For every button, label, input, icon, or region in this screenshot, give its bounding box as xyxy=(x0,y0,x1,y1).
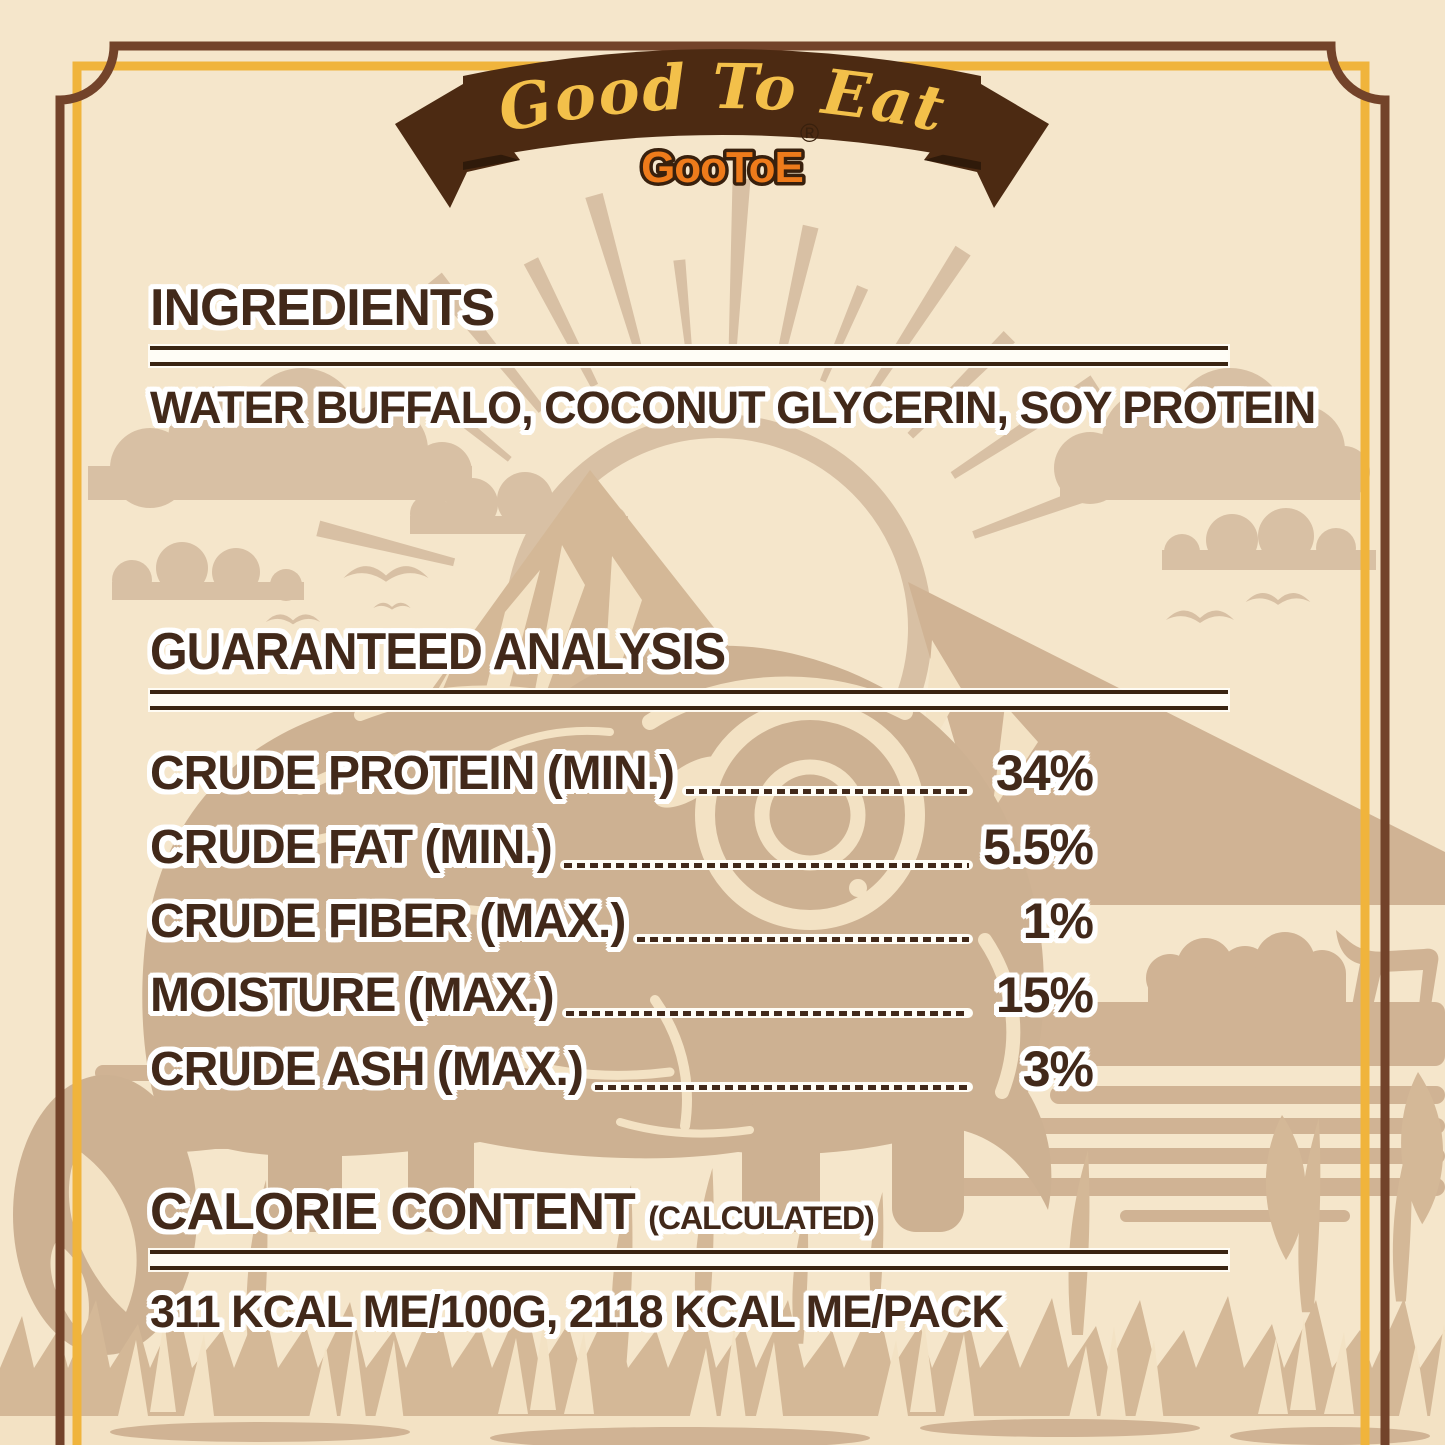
heading-divider xyxy=(150,1250,1228,1270)
calorie-content-section: CALORIE CONTENT (CALCULATED) 311 KCAL ME… xyxy=(150,1186,1230,1335)
ingredients-value: WATER BUFFALO, COCONUT GLYCERIN, SOY PRO… xyxy=(150,382,1316,433)
corner-flourish xyxy=(1313,41,1331,52)
analysis-row: CRUDE FAT (MIN.) 5.5% xyxy=(150,798,1094,875)
analysis-row-value: 3% xyxy=(1022,1041,1094,1097)
analysis-row-label: MOISTURE (MAX.) xyxy=(150,969,555,1022)
calories-value: 311 KCAL ME/100G, 2118 KCAL ME/PACK xyxy=(150,1286,1004,1337)
brand-logo: GooToE xyxy=(641,143,803,192)
analysis-row-value: 5.5% xyxy=(983,819,1094,875)
dotted-leader xyxy=(559,860,973,870)
analysis-row-value: 1% xyxy=(1022,893,1094,949)
analysis-row-value: 34% xyxy=(995,745,1094,801)
calories-heading: CALORIE CONTENT (CALCULATED) xyxy=(150,1186,1230,1238)
heading-divider xyxy=(150,690,1228,710)
analysis-table: CRUDE PROTEIN (MIN.) 34% CRUDE FAT (MIN.… xyxy=(150,724,1094,1097)
guaranteed-analysis-section: GUARANTEED ANALYSIS CRUDE PROTEIN (MIN.)… xyxy=(150,626,1230,1094)
registered-trademark-icon: ® xyxy=(800,118,819,148)
heading-divider xyxy=(150,346,1228,366)
analysis-row: CRUDE ASH (MAX.) 3% xyxy=(150,1020,1094,1097)
analysis-row-label: CRUDE FAT (MIN.) xyxy=(150,821,553,874)
dotted-leader xyxy=(590,1082,973,1092)
calories-qualifier: (CALCULATED) xyxy=(648,1200,875,1236)
dotted-leader xyxy=(681,786,973,796)
brand-banner: Good To Eat GooToE ® xyxy=(395,49,1049,208)
corner-flourish xyxy=(114,41,132,52)
analysis-row: CRUDE PROTEIN (MIN.) 34% xyxy=(150,724,1094,801)
analysis-row-label: CRUDE FIBER (MAX.) xyxy=(150,895,626,948)
dotted-leader xyxy=(561,1008,973,1018)
analysis-row-value: 15% xyxy=(995,967,1094,1023)
dotted-leader xyxy=(633,934,973,944)
banner-title: Good To Eat xyxy=(492,50,952,147)
ribbon-banner-icon xyxy=(395,49,1049,208)
ingredients-section: INGREDIENTS WATER BUFFALO, COCONUT GLYCE… xyxy=(150,279,1316,433)
ingredients-heading: INGREDIENTS xyxy=(150,279,495,337)
grazing-animal-icon xyxy=(1336,930,1439,1006)
analysis-row-label: CRUDE PROTEIN (MIN.) xyxy=(150,747,675,800)
calories-heading-text: CALORIE CONTENT xyxy=(150,1183,636,1241)
analysis-heading: GUARANTEED ANALYSIS xyxy=(150,626,1230,678)
birds-icon xyxy=(265,566,1311,625)
analysis-heading-text: GUARANTEED ANALYSIS xyxy=(150,623,726,681)
analysis-row: CRUDE FIBER (MAX.) 1% xyxy=(150,872,1094,949)
analysis-row: MOISTURE (MAX.) 15% xyxy=(150,946,1094,1023)
analysis-row-label: CRUDE ASH (MAX.) xyxy=(150,1043,584,1096)
